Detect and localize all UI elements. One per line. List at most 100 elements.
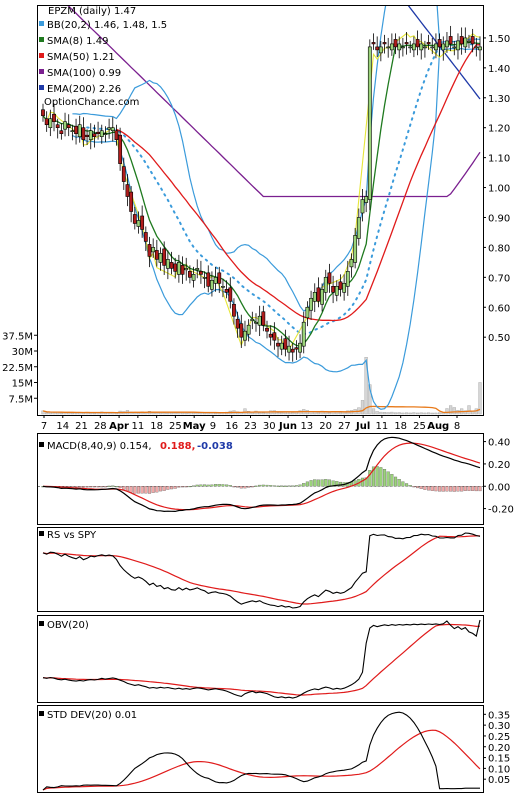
macd-histogram-bar [438, 486, 442, 492]
obv-average-line [42, 623, 481, 696]
candle-body [235, 318, 240, 329]
candle-body [243, 330, 247, 341]
legend-swatch-ema200 [39, 85, 44, 90]
candle-body [261, 311, 266, 326]
macd-histogram-bar [460, 486, 464, 492]
macd-histogram-bar [412, 486, 416, 488]
x-tick-label: Jul [355, 421, 370, 432]
volume-bar [261, 412, 265, 415]
std-tick-label: 0.35 [488, 710, 510, 721]
macd-histogram-bar [225, 484, 229, 487]
volume-bar [276, 412, 280, 415]
candle-body [268, 333, 273, 338]
candle-body [456, 40, 460, 51]
macd-histogram-bar [291, 485, 295, 487]
x-tick-label: Jun [278, 421, 297, 432]
macd-legend: MACD(8,40,9) 0.154, 0.188, -0.038 [39, 441, 233, 452]
candle-body [85, 134, 89, 137]
price-title: EPZM (daily) 1.47 [48, 6, 136, 17]
macd-histogram-bar [338, 481, 343, 487]
macd-histogram-bar [478, 486, 482, 492]
macd-histogram-bar [390, 474, 394, 487]
x-tick-label: 30 [263, 421, 276, 432]
x-tick-label: 18 [394, 421, 407, 432]
candle-body [331, 286, 336, 293]
macd-histogram-bar [416, 486, 420, 489]
macd-histogram-bar [136, 486, 141, 494]
candle-body [298, 342, 302, 353]
macd-histogram-bar [243, 486, 247, 489]
macd-histogram-bar [269, 485, 273, 487]
rs-panel [37, 527, 484, 612]
candle-body [206, 272, 211, 287]
volume-bar [59, 412, 63, 415]
macd-histogram-bar [408, 485, 412, 487]
volume-bar [151, 412, 155, 415]
candle-body [426, 42, 431, 45]
macd-histogram-bar [386, 471, 390, 487]
candle-body [349, 259, 354, 268]
x-tick-label: 25 [169, 421, 182, 432]
rs-title: RS vs SPY [47, 530, 97, 541]
volume-bar [371, 408, 376, 415]
volume-bar [342, 412, 346, 415]
macd-histogram-bar [78, 486, 82, 488]
volume-bar [408, 412, 412, 415]
rs-average-line [42, 535, 481, 605]
macd-histogram-bar [397, 479, 401, 487]
macd-histogram-bar [423, 486, 427, 490]
macd-histogram-bar [441, 486, 445, 492]
candle-body [140, 215, 145, 230]
macd-histogram-bar [265, 484, 269, 487]
macd-histogram-bar [74, 486, 78, 488]
candle-body [107, 127, 112, 130]
candle-body [305, 306, 310, 319]
candle-body [364, 196, 369, 203]
macd-swatch [39, 442, 44, 447]
candle-body [434, 43, 438, 51]
candle-body [77, 124, 82, 137]
sma50-line [116, 44, 480, 322]
macd-histogram-bar [133, 486, 137, 494]
macd-histogram-bar [401, 481, 405, 487]
candle-body [371, 42, 376, 45]
candle-body [88, 130, 93, 140]
volume-bar [445, 408, 449, 415]
macd-histogram-bar [258, 484, 262, 487]
axes: 1.50 1.40 1.30 1.20 1.10 1.00 0.90 0.80 0.70 0.60… [2, 34, 514, 786]
price-legend: EPZM (daily) 1.47 BB(20,2) 1.46, 1.48, 1… [39, 6, 167, 108]
price-tick-label: 1.20 [488, 124, 510, 135]
candle-body [257, 315, 262, 326]
x-tick-label: 9 [210, 421, 216, 432]
candle-body [279, 342, 284, 350]
source-watermark: OptionChance.com [44, 97, 139, 108]
candle-body [132, 214, 137, 224]
macd-histogram-bar [471, 486, 475, 491]
macd-histogram-bar [129, 486, 133, 493]
candle-body [184, 268, 189, 271]
candle-body [342, 283, 347, 293]
macd-histogram-bar [118, 486, 122, 488]
macd-histogram-bar [210, 484, 214, 487]
macd-histogram-bar [140, 486, 144, 494]
candle-body [191, 274, 196, 281]
macd-line [42, 436, 481, 513]
candle-body [290, 348, 295, 353]
volume-tick-label: 37.5M [2, 331, 33, 342]
candle-body [81, 127, 86, 140]
price-tick-label: 0.50 [488, 333, 510, 344]
candle-body [246, 324, 251, 335]
candle-body [110, 127, 115, 131]
x-tick-label: 25 [413, 421, 426, 432]
x-tick-label: 11 [376, 421, 389, 432]
volume-bar [401, 412, 405, 415]
macd-tick-label: 0.40 [488, 438, 510, 449]
macd-histogram-bar [125, 486, 130, 492]
std-tick-label: 0.30 [488, 721, 510, 732]
macd-histogram-bar [324, 479, 328, 487]
candle-body [162, 248, 167, 266]
candle-body [470, 36, 475, 45]
candle-body [415, 39, 420, 48]
candle-body [327, 272, 332, 284]
legend-bb: BB(20,2) 1.46, 1.48, 1.5 [47, 20, 167, 31]
